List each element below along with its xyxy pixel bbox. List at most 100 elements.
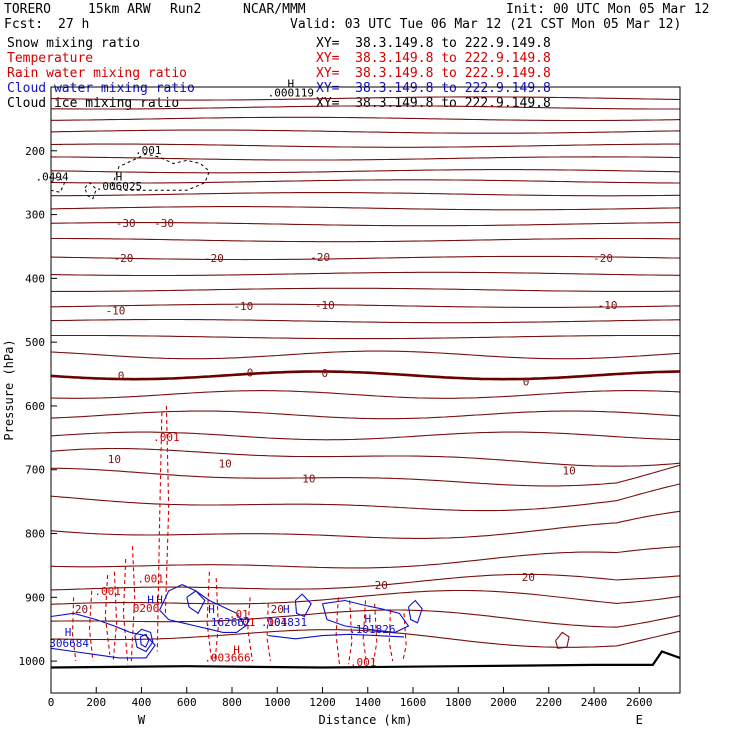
rain-label: .01 <box>229 608 249 621</box>
x-tick-label: 600 <box>177 696 197 709</box>
snow-label: H <box>116 171 123 184</box>
isotherm-line <box>50 510 681 539</box>
rain-contour <box>388 610 394 662</box>
rain-label: 0200 <box>133 602 160 615</box>
x-tick-label: 400 <box>132 696 152 709</box>
cloud-water-contour <box>186 590 206 615</box>
temperature-label: 20 <box>375 579 388 592</box>
isotherm-line <box>50 545 681 569</box>
cloud-water-label: .104831 <box>261 616 307 629</box>
snow-label: .006025 <box>96 180 142 193</box>
isotherm-line <box>51 629 681 648</box>
temperature-label: 0 <box>523 375 530 388</box>
rain-contour <box>122 558 129 665</box>
rain-label: .001 <box>153 431 180 444</box>
isotherm-line <box>51 169 681 174</box>
terrain-line <box>50 650 681 669</box>
x-tick-label: 200 <box>86 696 106 709</box>
snow-label: .001 <box>135 144 162 157</box>
isotherm-line <box>51 192 680 197</box>
x-tick-label: 2600 <box>626 696 653 709</box>
ice-label: H <box>287 77 294 90</box>
forecast-label: Fcst: <box>4 17 44 32</box>
temperature-label: 0 <box>247 366 254 379</box>
isotherm-line <box>51 156 680 161</box>
cloud-water-contour <box>268 633 405 640</box>
field-rain-xy: XY= 38.3.149.8 to 222.9.149.8 <box>316 66 551 81</box>
y-tick-label: 1000 <box>19 655 46 668</box>
isotherm-line <box>51 179 680 184</box>
x-tick-label: 1600 <box>400 696 427 709</box>
temperature-label: 10 <box>302 472 315 485</box>
x-tick-label: 0 <box>48 696 55 709</box>
isotherm-line <box>51 105 680 110</box>
snow-label: .0494 <box>36 171 69 184</box>
isotherm-line <box>50 129 680 134</box>
rain-contour <box>362 600 368 665</box>
valid-time: Valid: 03 UTC Tue 06 Mar 12 (21 CST Mon … <box>290 17 682 32</box>
cloud-water-label: 306684 <box>49 637 89 650</box>
x-tick-label: 1800 <box>445 696 472 709</box>
temperature-label: 10 <box>219 458 232 471</box>
rain-contour <box>335 597 341 665</box>
rain-contour <box>402 613 407 662</box>
y-tick-label: 500 <box>25 336 45 349</box>
isotherm-line <box>50 222 681 227</box>
temperature-label: -10 <box>315 299 335 312</box>
init-time: Init: 00 UTC Mon 05 Mar 12 <box>506 2 710 17</box>
isotherm-line <box>51 116 681 122</box>
isotherm-line <box>51 318 680 324</box>
isotherm-line <box>50 483 681 512</box>
isotherm-line <box>51 334 680 340</box>
east-label: E <box>636 713 643 727</box>
isotherm-line <box>51 303 680 308</box>
y-tick-label: 200 <box>25 145 45 158</box>
x-tick-label: 2000 <box>490 696 517 709</box>
rain-contour <box>214 578 219 662</box>
temperature-label: 10 <box>562 465 575 478</box>
cloud-water-label: H <box>364 613 371 626</box>
rain-contour <box>266 603 272 662</box>
isotherm-line <box>51 271 680 277</box>
x-tick-label: 1200 <box>309 696 336 709</box>
cloud-water-contour <box>294 593 312 618</box>
temperature-label: -20 <box>204 252 224 265</box>
field-snow-label: Snow mixing ratio <box>7 36 141 51</box>
cloud-water-label: .162662 <box>204 616 250 629</box>
field-cloudwater-xy: XY= 38.3.149.8 to 222.9.149.8 <box>316 81 551 96</box>
cloud-water-contour <box>321 599 410 633</box>
temperature-label: 10 <box>108 453 121 466</box>
rain-contour <box>156 412 163 652</box>
y-tick-label: 900 <box>25 591 45 604</box>
cloud-water-contour <box>139 633 150 648</box>
field-temperature-label: Temperature <box>7 51 94 66</box>
plot-frame <box>50 86 681 694</box>
isotherm-line <box>51 287 681 292</box>
y-tick-label: 800 <box>25 528 45 541</box>
cloud-water-label: H <box>156 594 163 607</box>
rain-contour <box>247 597 253 662</box>
temperature-label: 20 <box>522 571 535 584</box>
rain-contours <box>71 405 407 665</box>
field-snow-xy: XY= 38.3.149.8 to 222.9.149.8 <box>316 36 551 51</box>
rain-contour <box>130 546 136 662</box>
y-tick-label: 700 <box>25 464 45 477</box>
x-axis-label: Distance (km) <box>319 713 413 727</box>
isotherm-line <box>50 410 681 420</box>
x-tick-label: 2200 <box>536 696 563 709</box>
model-resolution: 15km ARW <box>88 2 151 17</box>
cloud-water-contour <box>407 599 423 624</box>
cloud-water-contours <box>50 583 423 659</box>
isotherm-line <box>50 431 681 441</box>
rain-label: .01 <box>236 616 256 629</box>
cloud-water-contour <box>159 583 247 633</box>
rain-label: .001 <box>94 585 121 598</box>
y-axis-label: Pressure (hPa) <box>2 339 16 440</box>
isotherm-line <box>50 143 680 148</box>
isotherm-line <box>50 96 681 101</box>
cloud-water-label: H <box>283 603 290 616</box>
rain-label: .001 <box>350 656 377 669</box>
rain-contour <box>88 590 94 662</box>
